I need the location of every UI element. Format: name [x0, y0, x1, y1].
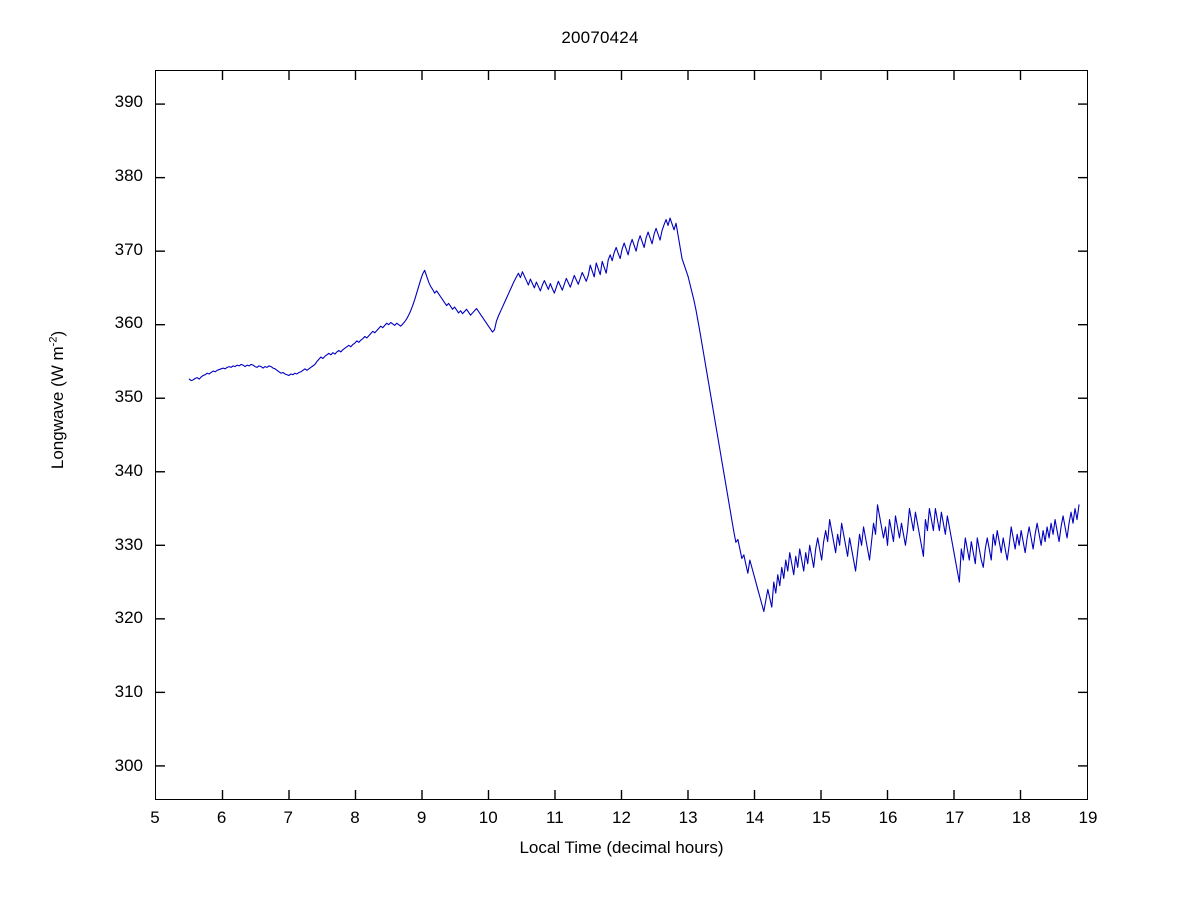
y-tick-label: 320	[114, 608, 143, 628]
x-axis-label: Local Time (decimal hours)	[519, 838, 724, 857]
x-tick-label: 15	[811, 808, 831, 827]
y-axis-label-base: Longwave (W m	[48, 346, 67, 470]
x-tick-label: 17	[945, 808, 965, 827]
x-tick-label: 7	[283, 808, 294, 827]
x-tick-label: 6	[216, 808, 227, 827]
axis-ticks-group	[156, 71, 1087, 799]
data-line-0	[189, 218, 1079, 611]
y-tick-label: 380	[114, 165, 143, 185]
y-axis-label-exponent: -2	[47, 336, 60, 347]
y-tick-label: 360	[114, 313, 143, 333]
x-tick-label: 10	[478, 808, 498, 827]
y-tick-label: 370	[114, 239, 143, 259]
x-tick-label: 19	[1078, 808, 1098, 827]
y-axis-label-tail: )	[48, 330, 67, 337]
chart-title: 20070424	[561, 28, 639, 47]
plot-area	[155, 70, 1088, 800]
x-tick-label: 5	[150, 808, 160, 827]
x-tick-label: 14	[745, 808, 765, 827]
x-tick-label: 13	[678, 808, 698, 827]
x-tick-label: 16	[878, 808, 898, 827]
x-tick-label: 18	[1011, 808, 1031, 827]
x-tick-label: 9	[416, 808, 427, 827]
x-tick-label: 11	[546, 808, 564, 827]
x-tick-label: 12	[612, 808, 631, 827]
y-tick-label: 340	[114, 460, 143, 480]
y-tick-label: 350	[114, 387, 143, 407]
y-axis-label-wrapper: Longwave (W m-2)	[38, 0, 78, 800]
x-tick-label: 8	[350, 808, 360, 827]
y-tick-label: 310	[114, 682, 143, 702]
data-series-group	[189, 218, 1079, 611]
y-tick-label: 390	[114, 92, 143, 112]
plot-svg	[156, 71, 1087, 799]
y-tick-label: 300	[114, 755, 143, 775]
y-tick-label: 330	[114, 534, 143, 554]
y-axis-label: Longwave (W m-2)	[38, 0, 78, 800]
